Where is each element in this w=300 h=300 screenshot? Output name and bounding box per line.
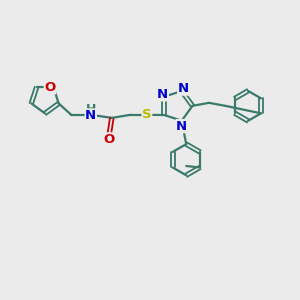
Text: N: N (157, 88, 168, 101)
Text: H: H (85, 103, 96, 116)
Text: O: O (104, 133, 115, 146)
Text: O: O (44, 81, 56, 94)
Text: N: N (85, 109, 96, 122)
Text: N: N (178, 82, 189, 95)
Text: N: N (176, 120, 187, 133)
Text: S: S (142, 108, 152, 121)
